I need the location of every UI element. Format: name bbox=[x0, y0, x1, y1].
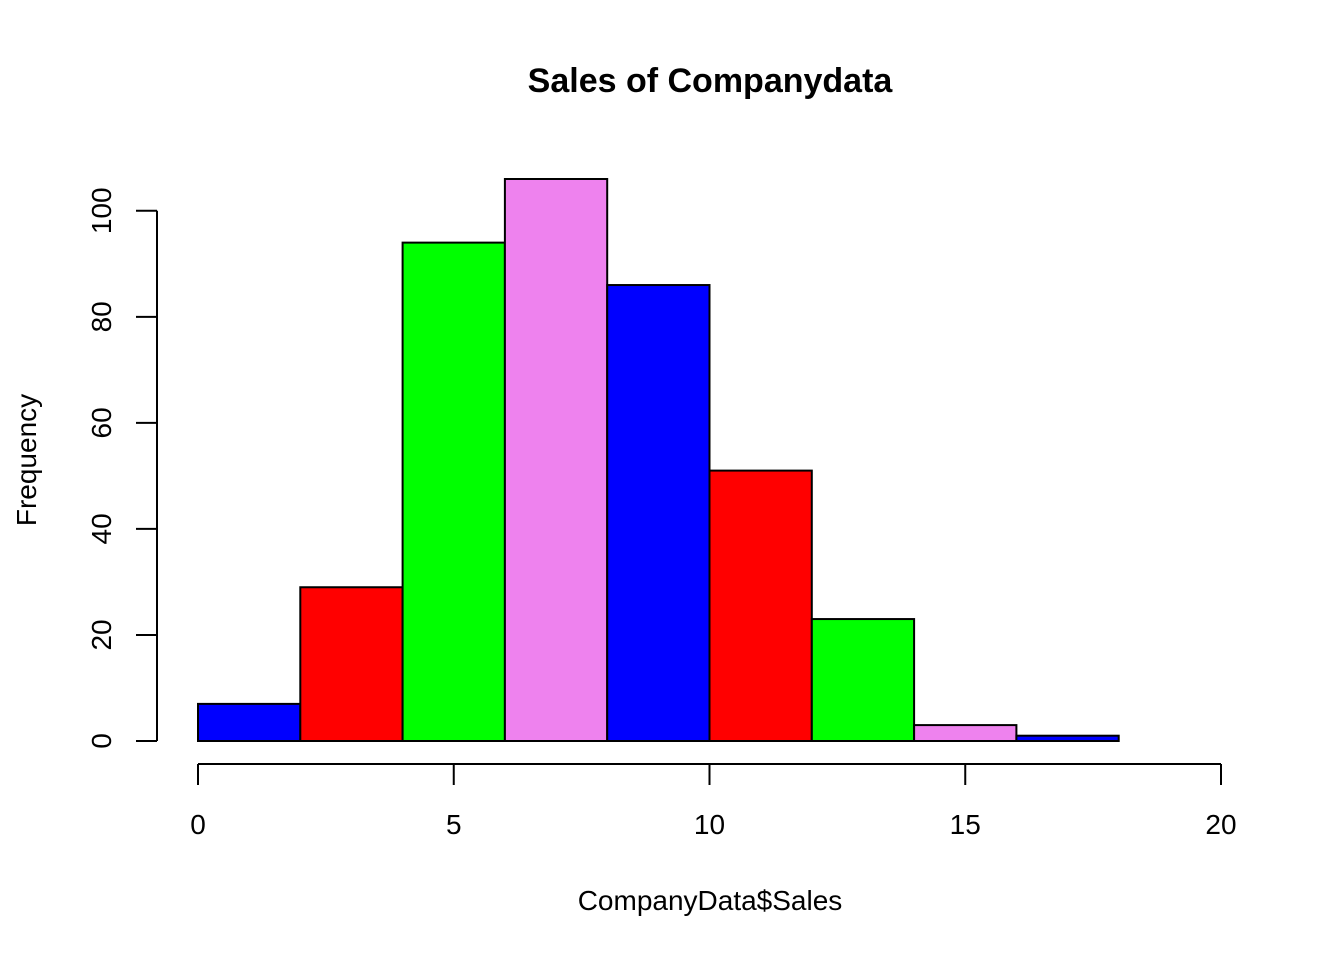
x-tick-label: 5 bbox=[446, 809, 462, 840]
histogram-bar-3 bbox=[401, 241, 506, 742]
y-tick-label: 80 bbox=[86, 301, 117, 332]
x-axis-label: CompanyData$Sales bbox=[578, 885, 843, 916]
histogram-bar-8 bbox=[913, 724, 1018, 743]
histogram-bars bbox=[197, 178, 1120, 743]
histogram-bar-2 bbox=[299, 586, 404, 743]
histogram-bar-9 bbox=[1015, 734, 1120, 743]
x-tick-label: 15 bbox=[950, 809, 981, 840]
x-axis: 0 5 10 15 20 bbox=[190, 763, 1237, 840]
chart-title: Sales of Companydata bbox=[528, 62, 894, 100]
histogram-bar-7 bbox=[810, 618, 916, 742]
histogram-bar-4 bbox=[503, 178, 609, 742]
y-tick-label: 60 bbox=[86, 407, 117, 438]
y-tick-label: 0 bbox=[86, 733, 117, 749]
y-tick-label: 20 bbox=[86, 619, 117, 650]
y-tick-label: 40 bbox=[86, 513, 117, 544]
x-tick-label: 20 bbox=[1205, 809, 1236, 840]
histogram-bar-5 bbox=[606, 284, 711, 742]
y-tick-label: 100 bbox=[86, 187, 117, 234]
x-tick-label: 0 bbox=[190, 809, 206, 840]
x-tick-label: 10 bbox=[694, 809, 725, 840]
y-axis: 0 20 40 60 80 100 bbox=[86, 187, 158, 749]
histogram-bar-1 bbox=[197, 702, 302, 742]
y-axis-label: Frequency bbox=[11, 394, 42, 526]
histogram-bar-6 bbox=[708, 469, 813, 742]
